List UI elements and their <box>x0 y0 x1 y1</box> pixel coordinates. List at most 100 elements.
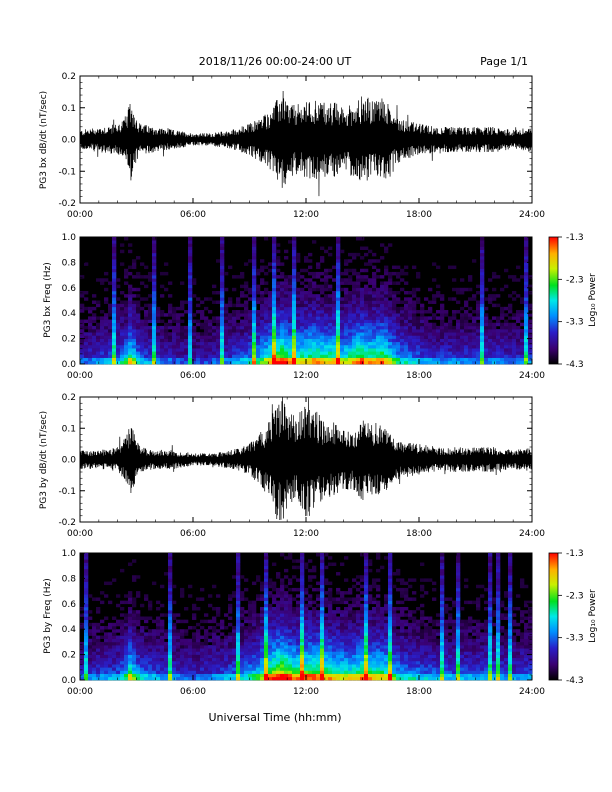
heatmap-cell <box>376 556 381 560</box>
heatmap-cell <box>364 316 369 320</box>
heatmap-cell <box>332 629 337 633</box>
heatmap-cell <box>140 319 145 324</box>
heatmap-cell <box>332 645 337 649</box>
heatmap-cell <box>476 300 481 304</box>
heatmap-cell <box>364 329 369 333</box>
heatmap-cell <box>244 673 249 678</box>
heatmap-cell <box>436 357 441 362</box>
heatmap-cell <box>440 303 445 308</box>
heatmap-cell <box>288 626 293 630</box>
heatmap-cell <box>80 673 85 678</box>
heatmap-cell <box>264 660 269 665</box>
heatmap-cell <box>320 619 325 624</box>
heatmap-cell <box>444 344 449 349</box>
heatmap-cell <box>364 300 369 304</box>
heatmap-cell <box>360 338 365 343</box>
heatmap-cell <box>180 587 185 592</box>
heatmap-cell <box>320 578 325 582</box>
heatmap-cell <box>164 271 169 276</box>
heatmap-cell <box>408 329 413 333</box>
heatmap-cell <box>256 341 261 346</box>
heatmap-cell <box>284 654 289 659</box>
heatmap-cell <box>312 613 317 617</box>
heatmap-cell <box>232 354 237 358</box>
heatmap-cell <box>332 670 337 674</box>
heatmap-cell <box>280 606 285 611</box>
heatmap-cell <box>380 654 385 659</box>
heatmap-cell <box>480 348 485 352</box>
heatmap-cell <box>204 613 209 617</box>
heatmap-cell <box>424 332 429 336</box>
heatmap-cell <box>284 357 289 362</box>
heatmap-cell <box>372 319 377 324</box>
heatmap-cell <box>288 648 293 652</box>
heatmap-cell <box>368 344 373 349</box>
heatmap-cell <box>172 654 177 659</box>
heatmap-cell <box>364 360 369 365</box>
heatmap-cell <box>240 629 245 633</box>
heatmap-cell <box>360 632 365 636</box>
heatmap-cell <box>136 619 141 624</box>
heatmap-cell <box>496 348 501 352</box>
heatmap-cell <box>488 335 493 339</box>
heatmap-cell <box>300 568 305 573</box>
heatmap-cell <box>368 341 373 346</box>
heatmap-cell <box>104 297 109 301</box>
heatmap-cell <box>92 357 97 362</box>
heatmap-cell <box>204 657 209 662</box>
heatmap-cell <box>124 670 129 674</box>
heatmap-cell <box>124 303 129 308</box>
heatmap-cell <box>380 660 385 665</box>
heatmap-cell <box>288 319 293 324</box>
heatmap-cell <box>364 338 369 343</box>
heatmap-cell <box>156 654 161 659</box>
heatmap-cell <box>288 316 293 320</box>
heatmap-cell <box>352 603 357 608</box>
heatmap-cell <box>88 351 93 355</box>
heatmap-cell <box>360 354 365 358</box>
heatmap-cell <box>240 616 245 620</box>
heatmap-cell <box>148 360 153 365</box>
heatmap-cell <box>276 306 281 311</box>
heatmap-cell <box>208 648 213 652</box>
heatmap-cell <box>144 348 149 352</box>
heatmap-cell <box>340 306 345 311</box>
heatmap-cell <box>324 654 329 659</box>
heatmap-cell <box>292 306 297 311</box>
heatmap-cell <box>116 325 121 330</box>
heatmap-cell <box>284 613 289 617</box>
y-tick-label: 0.1 <box>62 104 76 114</box>
heatmap-cell <box>144 654 149 659</box>
heatmap-cell <box>212 338 217 343</box>
heatmap-cell <box>352 600 357 605</box>
heatmap-cell <box>220 638 225 643</box>
heatmap-cell <box>360 597 365 601</box>
heatmap-cell <box>80 310 85 314</box>
heatmap-cell <box>340 613 345 617</box>
heatmap-cell <box>152 348 157 352</box>
heatmap-cell <box>336 360 341 365</box>
heatmap-cell <box>172 635 177 640</box>
heatmap-cell <box>364 619 369 624</box>
heatmap-cell <box>256 271 261 276</box>
heatmap-cell <box>296 673 301 678</box>
heatmap-cell <box>320 553 325 557</box>
heatmap-cell <box>296 310 301 314</box>
heatmap-cell <box>456 335 461 339</box>
heatmap-cell <box>352 271 357 276</box>
heatmap-cell <box>328 287 333 292</box>
heatmap-cell <box>104 354 109 358</box>
heatmap-cell <box>320 622 325 627</box>
heatmap-cell <box>392 344 397 349</box>
heatmap-cell <box>160 584 165 589</box>
heatmap-cell <box>212 635 217 640</box>
heatmap-cell <box>364 594 369 598</box>
heatmap-cell <box>512 351 517 355</box>
heatmap-cell <box>152 306 157 311</box>
heatmap-cell <box>168 651 173 655</box>
heatmap-cell <box>160 332 165 336</box>
heatmap-cell <box>224 641 229 646</box>
heatmap-cell <box>372 338 377 343</box>
heatmap-cell <box>244 651 249 655</box>
heatmap-cell <box>524 316 529 320</box>
